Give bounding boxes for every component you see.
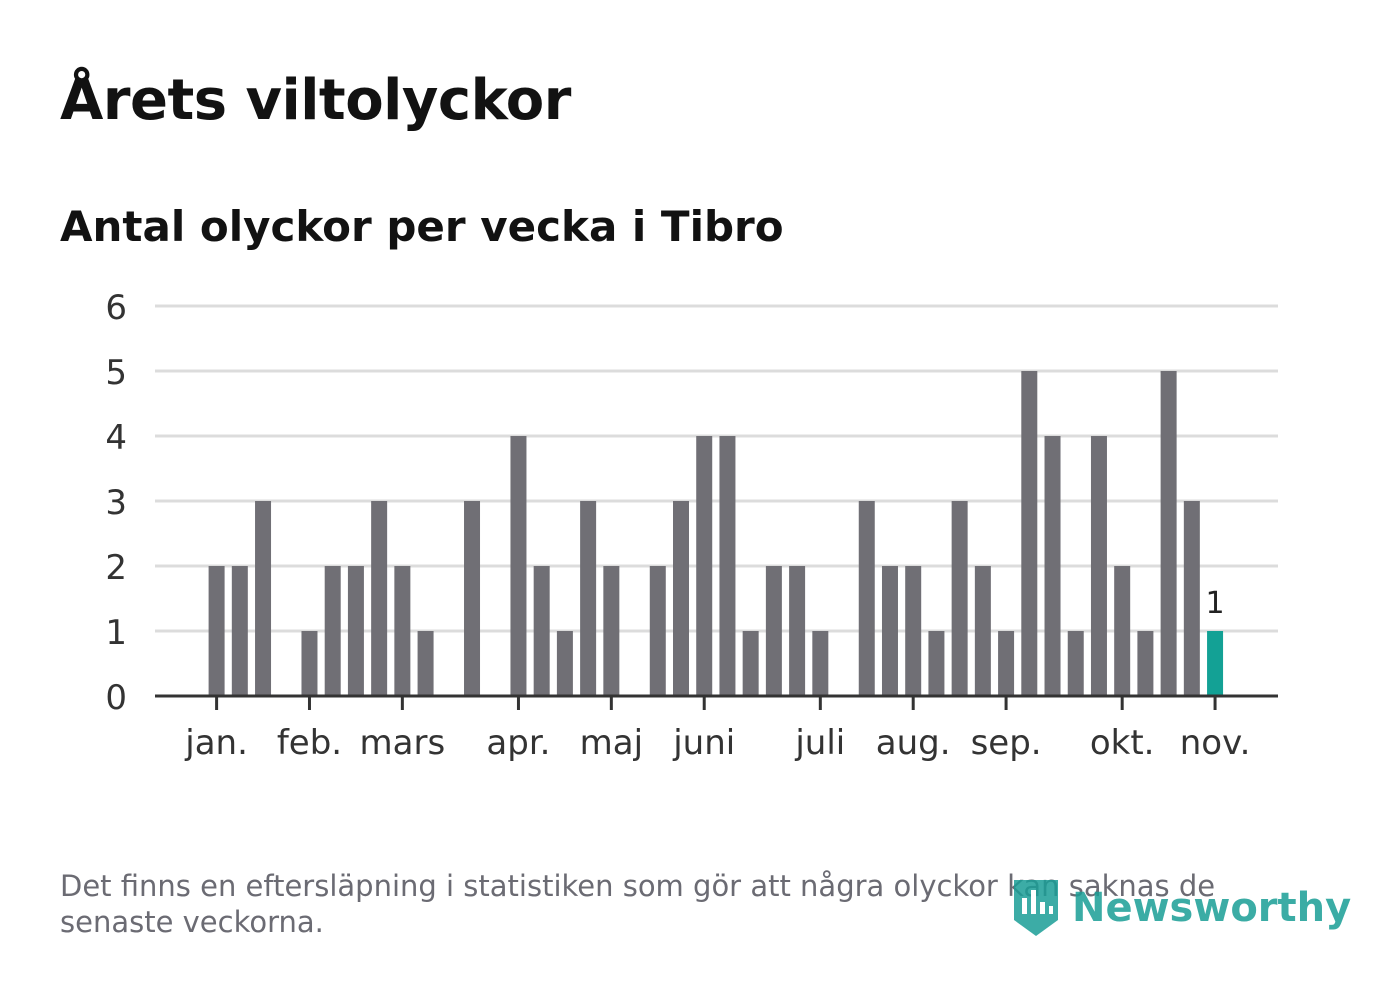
x-tick-label: maj [580, 723, 643, 763]
bar [1183, 501, 1200, 696]
bar [324, 566, 341, 696]
bar [649, 566, 666, 696]
bar [1021, 371, 1038, 696]
logo-text: Newsworthy [1072, 885, 1352, 931]
bar [881, 566, 898, 696]
y-tick-label: 1 [105, 613, 127, 653]
y-tick-label: 2 [105, 548, 127, 588]
bar [464, 501, 481, 696]
bar [371, 501, 388, 696]
bar [1137, 631, 1154, 696]
newsworthy-logo-icon [1014, 880, 1058, 936]
bar [1090, 436, 1107, 696]
bar [789, 566, 806, 696]
bar [301, 631, 318, 696]
bar [208, 566, 225, 696]
y-tick-label: 4 [105, 418, 127, 458]
x-tick-label: jan. [184, 723, 248, 763]
x-tick-label: juli [794, 723, 845, 763]
x-tick-label: juni [672, 723, 735, 763]
bar [673, 501, 689, 696]
bar [998, 631, 1015, 696]
bar [255, 501, 272, 696]
y-tick-label: 3 [105, 483, 127, 523]
bar [742, 631, 759, 696]
bar-highlight [1207, 631, 1224, 696]
bar [1044, 436, 1061, 696]
x-axis-ticks: jan. feb. mars apr. maj juni juli aug. sep. okt. n… [184, 696, 1250, 763]
x-tick-label: aug. [876, 723, 951, 763]
bar [394, 566, 411, 696]
chart-subtitle: Antal olyckor per vecka i Tibro [60, 202, 784, 251]
bar [905, 566, 922, 696]
y-axis-ticks: 0 1 2 3 4 5 6 [105, 288, 127, 718]
bar [556, 631, 573, 696]
bar [858, 501, 875, 696]
bar [1114, 566, 1131, 696]
bar [765, 566, 782, 696]
data-label: 1 [1206, 586, 1225, 621]
chart-title: Årets viltolyckor [60, 68, 571, 133]
y-tick-label: 6 [105, 288, 127, 328]
bar [347, 566, 364, 696]
bar [974, 566, 991, 696]
x-tick-label: apr. [486, 723, 550, 763]
x-tick-label: okt. [1090, 723, 1155, 763]
bar [1160, 371, 1177, 696]
bar-chart: 0 1 2 3 4 5 6 1 jan. feb. mars apr. maj juni juli aug… [105, 288, 1278, 763]
bar [719, 436, 736, 696]
bar [533, 566, 550, 696]
x-tick-label: feb. [277, 723, 342, 763]
y-tick-label: 0 [105, 678, 127, 718]
x-tick-label: mars [360, 723, 446, 763]
bar [1067, 631, 1084, 696]
y-tick-label: 5 [105, 353, 127, 393]
bar [812, 631, 829, 696]
bar [580, 501, 597, 696]
bars: 1 [208, 371, 1225, 696]
bar [696, 436, 713, 696]
bar [417, 631, 434, 696]
bar [231, 566, 248, 696]
newsworthy-logo: Newsworthy [1010, 876, 1351, 940]
bar [951, 501, 968, 696]
x-tick-label: nov. [1180, 723, 1251, 763]
bar [928, 631, 945, 696]
bar [603, 566, 620, 696]
x-tick-label: sep. [971, 723, 1042, 763]
bar [510, 436, 527, 696]
grid-lines [155, 304, 1278, 633]
